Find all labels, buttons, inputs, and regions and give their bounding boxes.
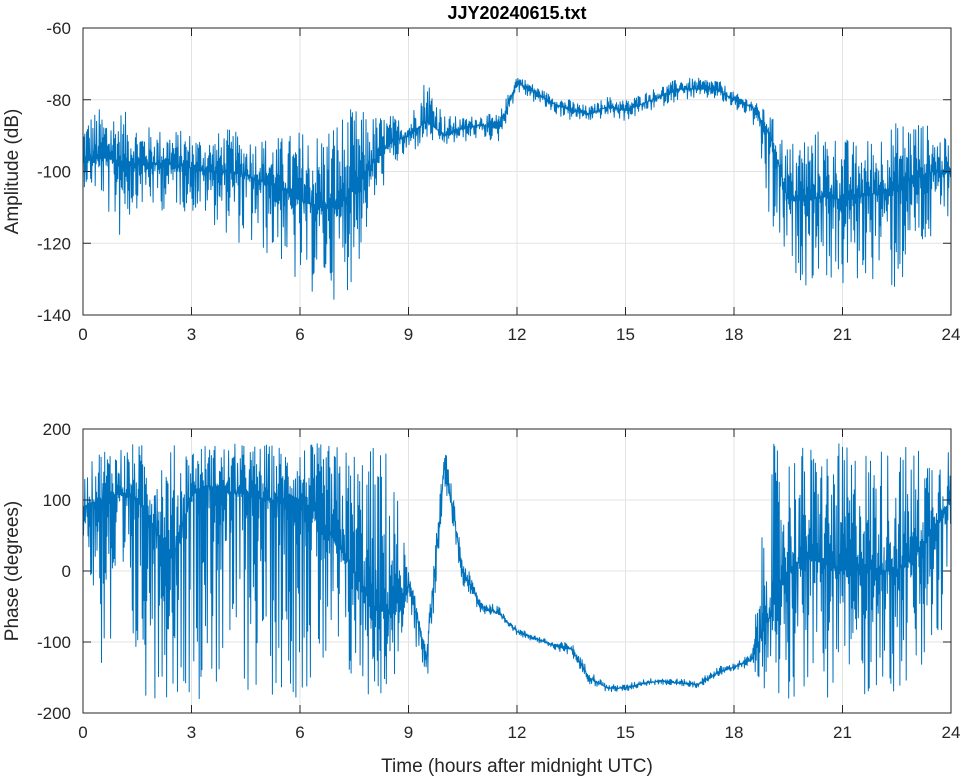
y-tick-label: -80 — [46, 91, 71, 110]
y-axis-label: Phase (degrees) — [2, 501, 23, 641]
y-tick-label: -100 — [37, 633, 71, 652]
x-tick-label: 3 — [187, 325, 196, 344]
x-tick-label: 18 — [725, 723, 744, 742]
x-tick-label: 6 — [295, 723, 304, 742]
y-axis-label: Amplitude (dB) — [2, 109, 23, 235]
x-tick-label: 12 — [508, 723, 527, 742]
subplot-amplitude: 0 3 6 9 12 15 18 21 24 -140 -120 -100 -80 -60 Amplitud… — [2, 3, 960, 344]
y-tick-label: -140 — [37, 306, 71, 325]
x-tick-label: 3 — [187, 723, 196, 742]
x-tick-label: 9 — [404, 325, 413, 344]
x-tick-label: 12 — [508, 325, 527, 344]
y-tick-label: 200 — [43, 420, 71, 439]
x-tick-label: 18 — [725, 325, 744, 344]
y-tick-label: -60 — [46, 19, 71, 38]
y-tick-label: -120 — [37, 234, 71, 253]
x-tick-label: 0 — [78, 325, 87, 344]
x-tick-label: 21 — [833, 325, 852, 344]
subplot-phase: 0 3 6 9 12 15 18 21 24 -200 -100 0 100 200 Phase (degr… — [2, 420, 960, 777]
chart-title: JJY20240615.txt — [447, 3, 586, 23]
x-tick-label: 9 — [404, 723, 413, 742]
data-series-line — [82, 443, 952, 700]
y-tick-label: 0 — [62, 562, 71, 581]
x-axis-label: Time (hours after midnight UTC) — [381, 756, 653, 777]
x-tick-label: 6 — [295, 325, 304, 344]
x-tick-label: 15 — [616, 723, 635, 742]
x-tick-label: 15 — [616, 325, 635, 344]
y-tick-label: -100 — [37, 163, 71, 182]
y-tick-label: 100 — [43, 491, 71, 510]
y-tick-label: -200 — [37, 704, 71, 723]
x-tick-label: 24 — [942, 325, 961, 344]
x-tick-label: 0 — [78, 723, 87, 742]
data-series-line — [82, 77, 952, 300]
x-tick-label: 24 — [942, 723, 961, 742]
x-tick-label: 21 — [833, 723, 852, 742]
